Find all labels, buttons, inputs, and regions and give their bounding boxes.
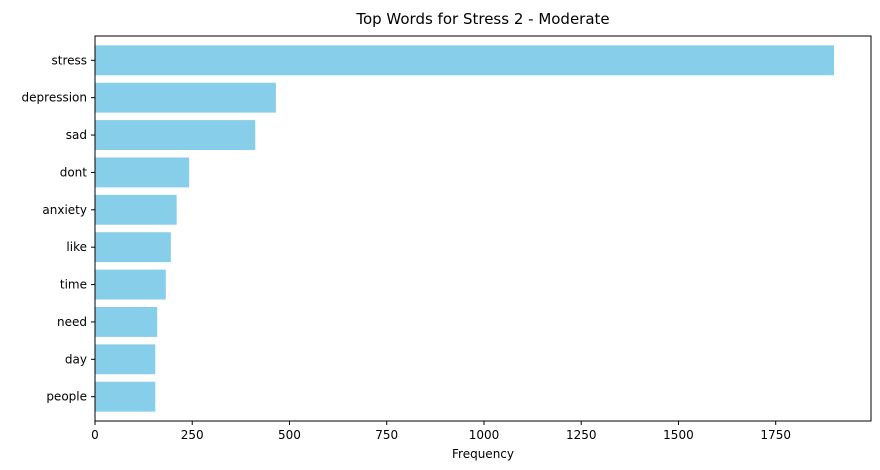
y-tick-label: dont — [60, 165, 88, 179]
bar-like — [95, 232, 171, 263]
bar-day — [95, 344, 156, 375]
bar-stress — [95, 45, 835, 76]
y-tick-label: stress — [51, 53, 87, 67]
y-tick-label: anxiety — [42, 203, 87, 217]
bar-depression — [95, 82, 276, 113]
bar-anxiety — [95, 194, 177, 225]
x-tick-label: 1000 — [469, 428, 500, 442]
y-tick-label: sad — [66, 128, 87, 142]
x-tick-label: 1750 — [760, 428, 791, 442]
x-tick-label: 750 — [375, 428, 398, 442]
x-axis-ticks: 0 250 500 750 1000 1250 1500 1750 — [91, 421, 791, 442]
x-axis-label: Frequency — [452, 447, 514, 461]
y-tick-label: people — [46, 390, 87, 404]
bar-sad — [95, 120, 256, 151]
y-tick-label: need — [57, 315, 87, 329]
x-tick-label: 0 — [91, 428, 99, 442]
bar-people — [95, 381, 156, 412]
y-tick-label: time — [60, 278, 87, 292]
plot-frame — [94, 35, 872, 422]
bar-time — [95, 269, 166, 300]
x-tick-label: 1250 — [566, 428, 597, 442]
bar-need — [95, 306, 158, 337]
chart-title: Top Words for Stress 2 - Moderate — [355, 10, 609, 28]
bar-dont — [95, 157, 190, 188]
y-tick-label: day — [65, 352, 87, 366]
x-tick-label: 1500 — [663, 428, 694, 442]
bars-layer — [95, 45, 835, 412]
y-tick-label: depression — [22, 91, 87, 105]
x-tick-label: 500 — [278, 428, 301, 442]
y-tick-label: like — [66, 240, 87, 254]
x-tick-label: 250 — [181, 428, 204, 442]
y-axis-ticks: stress depression sad dont anxiety like time ne… — [22, 53, 95, 404]
